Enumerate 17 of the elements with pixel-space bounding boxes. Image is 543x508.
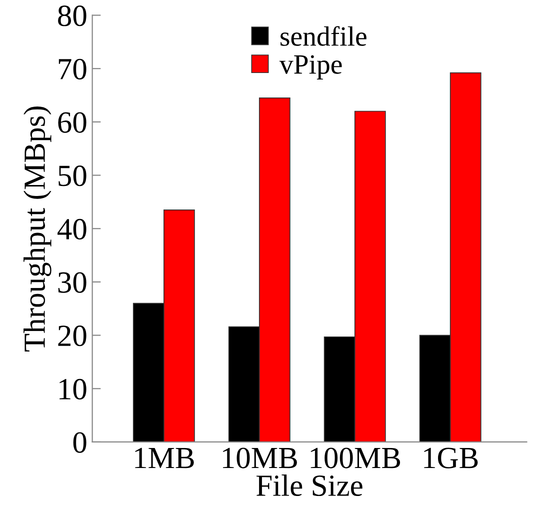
y-tick-label: 20	[58, 326, 86, 346]
y-tick-label: 80	[58, 6, 86, 26]
y-tick-label: 40	[57, 218, 86, 240]
x-tick-label: 100MB	[310, 448, 400, 468]
x-axis-title: File Size	[256, 474, 362, 496]
y-tick-label: 50	[58, 166, 86, 186]
y-tick-label: 30	[58, 272, 86, 293]
x-tick-label: 1MB	[135, 448, 194, 468]
y-tick-label: 60	[58, 112, 86, 133]
x-tick-label: 10MB	[223, 448, 297, 468]
legend-label: sendfile	[280, 26, 366, 46]
y-tick-label: 0	[73, 432, 86, 453]
y-axis-title: Throughput (MBps)	[24, 106, 52, 352]
y-tick-label: 10	[60, 378, 86, 400]
x-tick-label: 1GB	[424, 448, 478, 468]
legend-label: vPipe	[279, 55, 342, 80]
y-tick-label: 70	[58, 58, 86, 80]
